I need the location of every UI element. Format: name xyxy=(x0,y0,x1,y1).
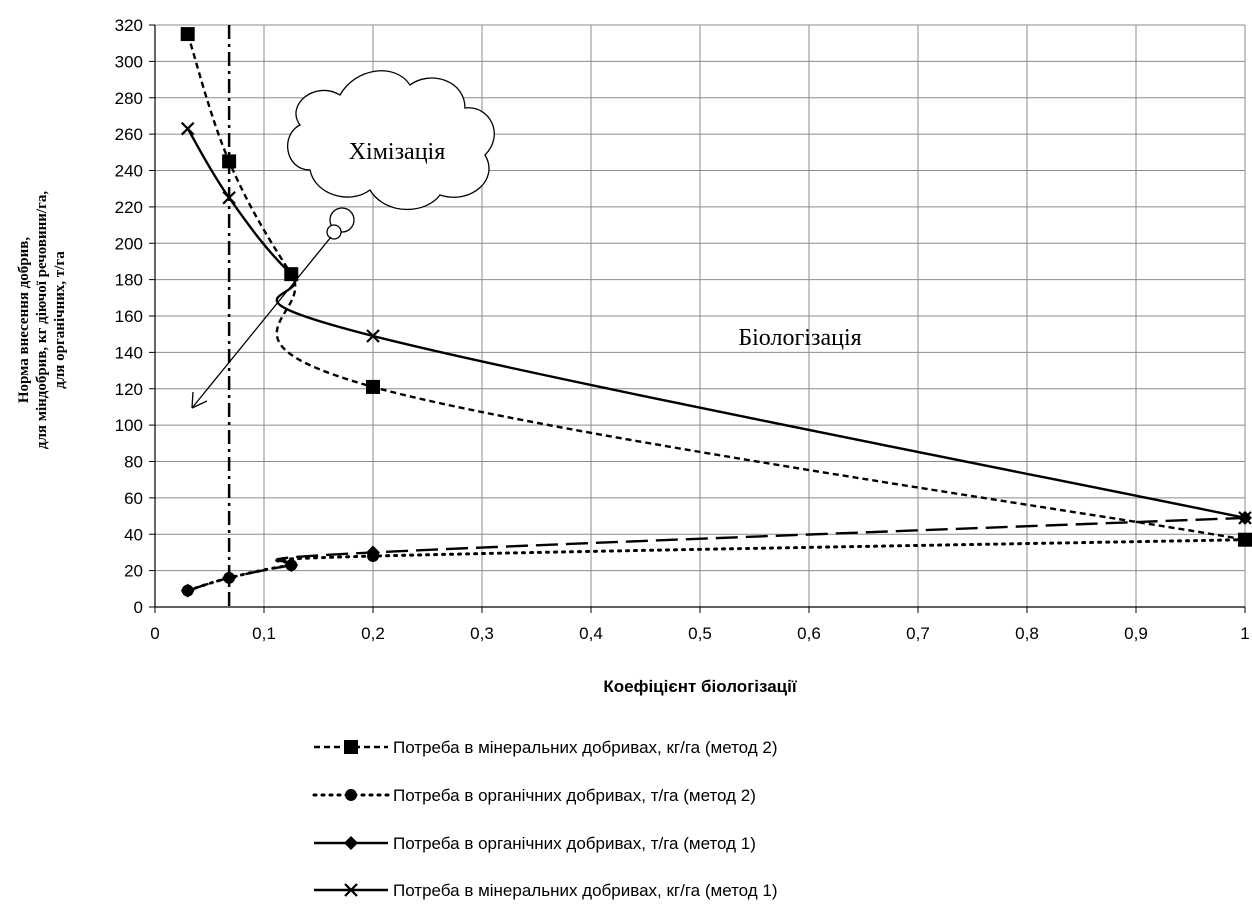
marker-x xyxy=(366,329,380,343)
y-tick-label: 220 xyxy=(115,198,143,217)
legend-label: Потреба в органічних добривах, т/га (мет… xyxy=(393,786,756,805)
tick-labels: 0 0,1 0,2 0,3 0,4 0,5 0,6 0,7 0,8 0,9 1 0 20 40 60 80 10… xyxy=(115,16,1250,643)
marker-diamond xyxy=(366,545,380,560)
series-line-2 xyxy=(186,538,1247,593)
x-tick-label: 1 xyxy=(1240,624,1249,643)
y-tick-label: 80 xyxy=(124,453,143,472)
marker-circle xyxy=(345,789,357,801)
marker-x xyxy=(222,191,236,205)
y-axis-title-line-1: Норма внесення добрив, xyxy=(16,237,32,404)
legend-item: Потреба в мінеральних добривах, кг/га (м… xyxy=(314,881,778,900)
marker-x xyxy=(284,267,299,281)
marker-diamond xyxy=(284,558,299,573)
biologization-label: Біологізація xyxy=(738,325,861,351)
grid xyxy=(155,24,1246,607)
legend-label: Потреба в мінеральних добривах, кг/га (м… xyxy=(393,738,778,757)
y-tick-label: 0 xyxy=(134,598,143,617)
thought-cloud xyxy=(287,70,495,240)
y-tick-label: 140 xyxy=(115,343,143,362)
legend-label: Потреба в мінеральних добривах, кг/га (м… xyxy=(393,881,778,900)
x-axis-title: Коефіцієнт біологізації xyxy=(603,677,797,696)
chemization-label: Хімізація xyxy=(349,139,446,165)
y-tick-label: 240 xyxy=(115,162,143,181)
marker-square xyxy=(344,740,358,754)
marker-square xyxy=(222,154,237,169)
marker-x xyxy=(344,883,358,897)
arrow xyxy=(191,236,332,409)
y-tick-label: 260 xyxy=(115,125,143,144)
marker-square xyxy=(180,27,195,42)
marker-diamond xyxy=(222,570,237,585)
axes xyxy=(149,24,1246,613)
marker-x-stroke xyxy=(284,267,299,281)
x-tick-label: 0 xyxy=(150,624,159,643)
marker-diamond xyxy=(344,836,358,850)
y-tick-label: 300 xyxy=(115,52,143,71)
marker-layer xyxy=(180,27,1252,598)
x-tick-label: 0,4 xyxy=(579,624,603,643)
marker-x-stroke xyxy=(344,883,358,897)
y-tick-label: 280 xyxy=(115,89,143,108)
y-tick-label: 120 xyxy=(115,380,143,399)
series-line-3 xyxy=(187,516,1246,592)
y-axis-title: Норма внесення добрив, для міндобрив, кг… xyxy=(16,191,68,450)
y-tick-label: 320 xyxy=(115,16,143,35)
marker-x-stroke xyxy=(180,121,195,136)
x-tick-label: 0,3 xyxy=(470,624,494,643)
y-axis-title-line-3: для органічних, т/га xyxy=(52,251,68,389)
marker-x-stroke xyxy=(222,191,236,205)
marker-circle xyxy=(1239,533,1251,546)
x-tick-label: 0,1 xyxy=(252,624,276,643)
y-tick-label: 100 xyxy=(115,416,143,435)
marker-square xyxy=(366,379,380,394)
x-tick-label: 0,5 xyxy=(688,624,712,643)
legend: Потреба в мінеральних добривах, кг/га (м… xyxy=(312,738,778,900)
y-tick-label: 160 xyxy=(115,307,143,326)
x-tick-label: 0,7 xyxy=(906,624,930,643)
legend-item: Потреба в мінеральних добривах, кг/га (м… xyxy=(314,738,778,757)
x-tick-label: 0,9 xyxy=(1124,624,1148,643)
marker-diamond xyxy=(180,583,195,598)
marker-x-stroke xyxy=(1238,511,1252,525)
legend-item: Потреба в органічних добривах, т/га (мет… xyxy=(312,786,756,805)
y-tick-label: 40 xyxy=(124,525,143,544)
x-tick-label: 0,8 xyxy=(1015,624,1039,643)
legend-label: Потреба в органічних добривах, т/га (мет… xyxy=(393,834,756,853)
marker-x xyxy=(180,121,195,136)
y-tick-label: 180 xyxy=(115,271,143,290)
y-axis-title-line-2: для міндобрив, кг діючої речовини/га, xyxy=(34,191,50,450)
y-tick-label: 60 xyxy=(124,489,143,508)
x-tick-label: 0,2 xyxy=(361,624,385,643)
y-tick-label: 200 xyxy=(115,234,143,253)
x-tick-label: 0,6 xyxy=(797,624,821,643)
legend-item: Потреба в органічних добривах, т/га (мет… xyxy=(314,834,756,853)
y-tick-label: 20 xyxy=(124,562,143,581)
marker-x-stroke xyxy=(366,329,380,343)
marker-x xyxy=(1238,511,1252,525)
